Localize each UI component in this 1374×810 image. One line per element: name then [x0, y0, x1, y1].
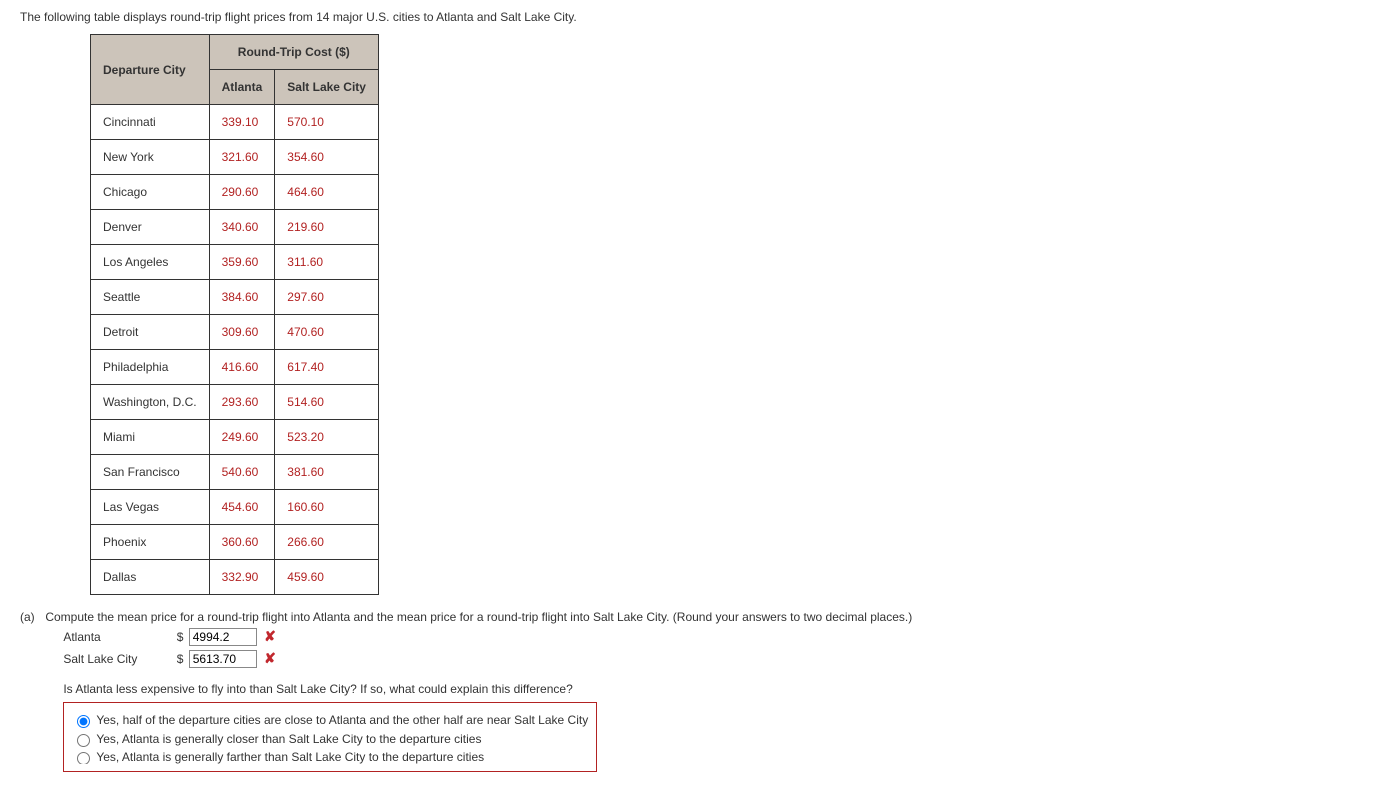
table-row: Philadelphia416.60617.40: [91, 350, 379, 385]
table-row: New York321.60354.60: [91, 140, 379, 175]
currency-symbol: $: [177, 630, 184, 644]
slc-cell: 297.60: [275, 280, 379, 315]
slc-cell: 219.60: [275, 210, 379, 245]
answer-slc-row: Salt Lake City $ ✘: [63, 650, 1349, 668]
mc-radio-2[interactable]: [77, 752, 90, 764]
atlanta-cell: 454.60: [209, 490, 275, 525]
table-row: Denver340.60219.60: [91, 210, 379, 245]
wrong-icon: ✘: [264, 628, 276, 645]
col-group-header: Round-Trip Cost ($): [209, 35, 378, 70]
atlanta-cell: 384.60: [209, 280, 275, 315]
slc-cell: 523.20: [275, 420, 379, 455]
intro-text: The following table displays round-trip …: [20, 10, 1354, 24]
atlanta-cell: 340.60: [209, 210, 275, 245]
slc-cell: 464.60: [275, 175, 379, 210]
part-a-subquestion: Is Atlanta less expensive to fly into th…: [63, 682, 1349, 696]
col-slc-header: Salt Lake City: [275, 70, 379, 105]
city-cell: Phoenix: [91, 525, 210, 560]
table-row: Las Vegas454.60160.60: [91, 490, 379, 525]
atlanta-cell: 339.10: [209, 105, 275, 140]
part-a: (a) Compute the mean price for a round-t…: [20, 610, 1354, 772]
table-row: Los Angeles359.60311.60: [91, 245, 379, 280]
mc-option-0[interactable]: Yes, half of the departure cities are cl…: [72, 712, 588, 728]
table-row: Detroit309.60470.60: [91, 315, 379, 350]
city-cell: Seattle: [91, 280, 210, 315]
wrong-icon: ✘: [264, 650, 276, 667]
table-row: Phoenix360.60266.60: [91, 525, 379, 560]
mc-option-label: Yes, Atlanta is generally closer than Sa…: [96, 732, 481, 746]
atlanta-cell: 332.90: [209, 560, 275, 595]
table-row: Chicago290.60464.60: [91, 175, 379, 210]
answer-atlanta-input[interactable]: [189, 628, 257, 646]
mc-options-box: Yes, half of the departure cities are cl…: [63, 702, 597, 772]
mc-radio-0[interactable]: [77, 715, 90, 728]
part-a-prompt: Compute the mean price for a round-trip …: [45, 610, 912, 624]
city-cell: Los Angeles: [91, 245, 210, 280]
atlanta-cell: 249.60: [209, 420, 275, 455]
slc-cell: 514.60: [275, 385, 379, 420]
atlanta-cell: 293.60: [209, 385, 275, 420]
slc-cell: 354.60: [275, 140, 379, 175]
mc-option-2[interactable]: Yes, Atlanta is generally farther than S…: [72, 750, 588, 764]
mc-option-1[interactable]: Yes, Atlanta is generally closer than Sa…: [72, 731, 588, 747]
answer-slc-input[interactable]: [189, 650, 257, 668]
table-row: Dallas332.90459.60: [91, 560, 379, 595]
city-cell: Detroit: [91, 315, 210, 350]
mc-radio-1[interactable]: [77, 734, 90, 747]
col-departure-header: Departure City: [91, 35, 210, 105]
city-cell: Miami: [91, 420, 210, 455]
slc-cell: 570.10: [275, 105, 379, 140]
table-row: Washington, D.C.293.60514.60: [91, 385, 379, 420]
atlanta-cell: 359.60: [209, 245, 275, 280]
slc-cell: 470.60: [275, 315, 379, 350]
city-cell: Philadelphia: [91, 350, 210, 385]
city-cell: Washington, D.C.: [91, 385, 210, 420]
slc-cell: 381.60: [275, 455, 379, 490]
mc-option-label: Yes, half of the departure cities are cl…: [96, 713, 588, 727]
currency-symbol: $: [177, 652, 184, 666]
slc-cell: 311.60: [275, 245, 379, 280]
answer-slc-label: Salt Lake City: [63, 652, 173, 666]
slc-cell: 617.40: [275, 350, 379, 385]
city-cell: San Francisco: [91, 455, 210, 490]
part-a-label: (a): [20, 610, 42, 624]
atlanta-cell: 416.60: [209, 350, 275, 385]
city-cell: Denver: [91, 210, 210, 245]
price-table: Departure City Round-Trip Cost ($) Atlan…: [90, 34, 379, 595]
city-cell: New York: [91, 140, 210, 175]
answer-atlanta-label: Atlanta: [63, 630, 173, 644]
atlanta-cell: 360.60: [209, 525, 275, 560]
atlanta-cell: 309.60: [209, 315, 275, 350]
slc-cell: 266.60: [275, 525, 379, 560]
city-cell: Cincinnati: [91, 105, 210, 140]
col-atlanta-header: Atlanta: [209, 70, 275, 105]
city-cell: Chicago: [91, 175, 210, 210]
atlanta-cell: 321.60: [209, 140, 275, 175]
table-row: San Francisco540.60381.60: [91, 455, 379, 490]
table-row: Cincinnati339.10570.10: [91, 105, 379, 140]
table-row: Seattle384.60297.60: [91, 280, 379, 315]
city-cell: Las Vegas: [91, 490, 210, 525]
table-row: Miami249.60523.20: [91, 420, 379, 455]
slc-cell: 160.60: [275, 490, 379, 525]
price-table-container: Departure City Round-Trip Cost ($) Atlan…: [90, 34, 1354, 595]
atlanta-cell: 290.60: [209, 175, 275, 210]
atlanta-cell: 540.60: [209, 455, 275, 490]
answer-atlanta-row: Atlanta $ ✘: [63, 628, 1349, 646]
mc-option-label: Yes, Atlanta is generally farther than S…: [96, 750, 484, 764]
slc-cell: 459.60: [275, 560, 379, 595]
city-cell: Dallas: [91, 560, 210, 595]
